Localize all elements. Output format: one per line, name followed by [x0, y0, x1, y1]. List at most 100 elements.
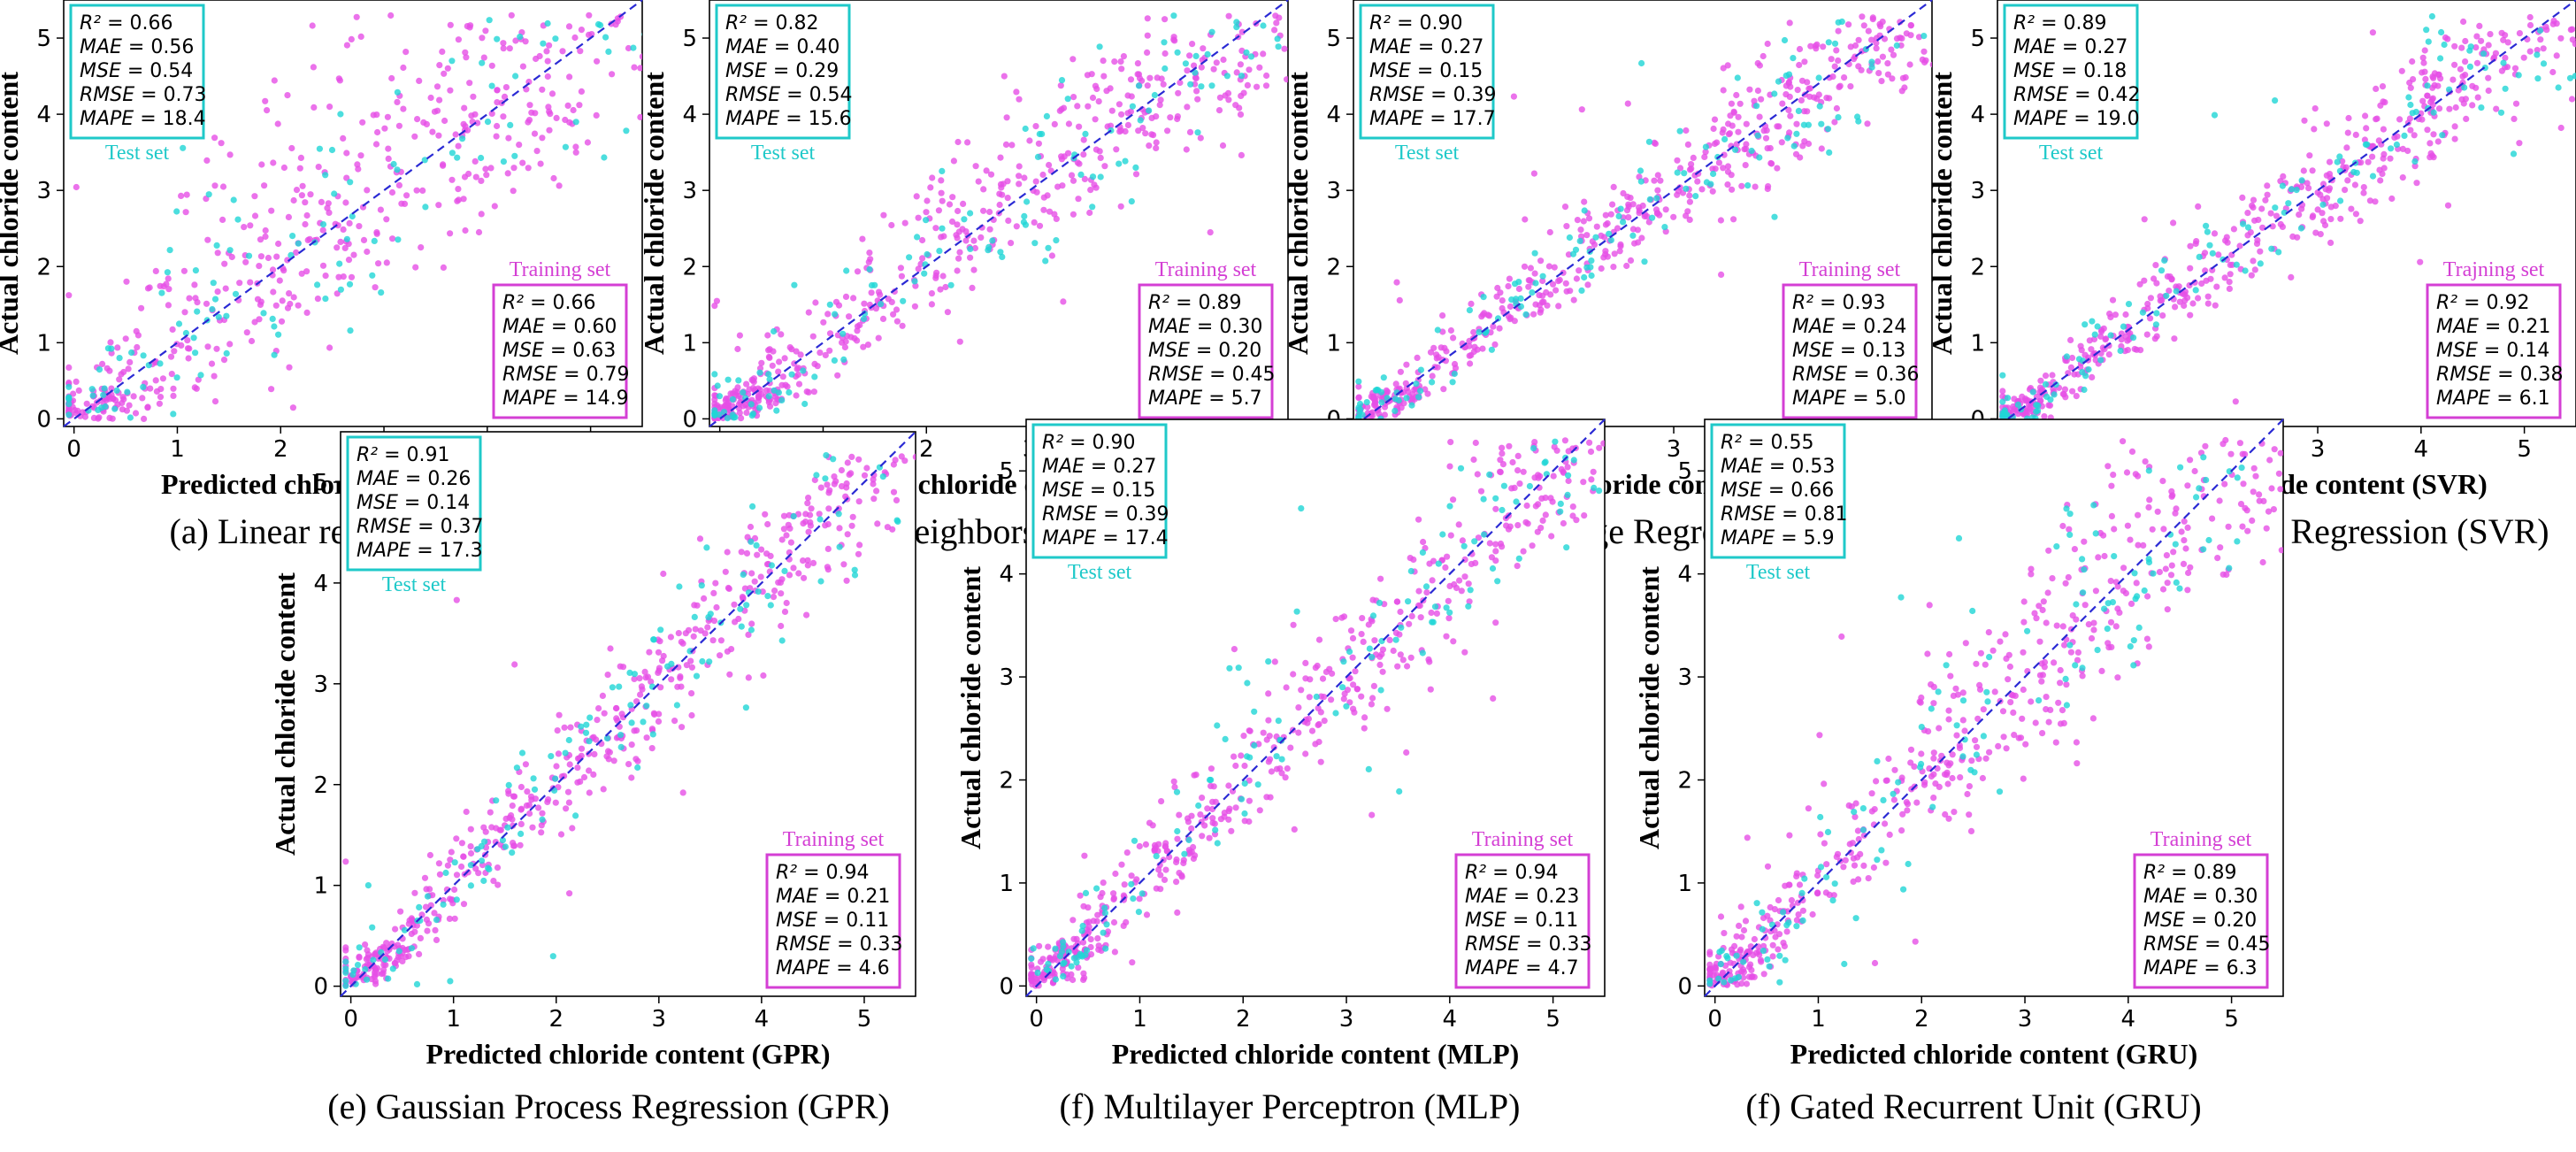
- training-point: [2073, 739, 2080, 746]
- training-point: [1340, 613, 1348, 620]
- training-point: [840, 561, 847, 568]
- test-point: [1855, 118, 1862, 125]
- test-point: [1900, 886, 1907, 893]
- training-point: [1775, 946, 1782, 953]
- training-point: [2351, 181, 2358, 188]
- training-point: [165, 302, 172, 309]
- training-point: [1560, 519, 1567, 527]
- training-point: [879, 315, 887, 322]
- training-point: [2065, 573, 2072, 581]
- metric-value: 0.26: [427, 468, 471, 490]
- training-point: [1588, 476, 1595, 483]
- training-point: [1506, 523, 1514, 530]
- training-point: [1629, 226, 1637, 233]
- reference-line: [1997, 0, 2576, 427]
- test-point: [939, 225, 946, 232]
- test-point: [1407, 567, 1414, 575]
- training-point: [1468, 300, 1475, 307]
- training-point: [286, 364, 293, 371]
- training-point: [461, 173, 469, 180]
- training-point: [356, 954, 363, 961]
- training-point: [795, 365, 802, 372]
- training-point: [296, 165, 303, 172]
- training-point: [147, 385, 154, 392]
- test-point: [1852, 915, 1859, 922]
- training-point: [1820, 43, 1827, 50]
- training-point: [2108, 482, 2115, 489]
- test-point: [605, 48, 612, 56]
- test-point: [840, 330, 847, 337]
- training-point: [650, 710, 658, 717]
- test-point: [716, 393, 724, 400]
- training-point: [1769, 953, 1776, 960]
- training-point: [1607, 211, 1614, 218]
- training-point: [1173, 858, 1180, 866]
- training-point: [278, 318, 286, 325]
- test-point: [562, 143, 570, 150]
- training-point: [1764, 40, 1771, 48]
- training-point: [810, 388, 818, 396]
- training-point: [1737, 903, 1744, 910]
- test-point: [2200, 546, 2207, 553]
- training-point: [270, 159, 277, 166]
- test-point: [1206, 776, 1214, 784]
- training-point: [318, 198, 325, 205]
- training-point: [824, 564, 832, 571]
- test-point: [1466, 307, 1473, 314]
- training-point: [2396, 116, 2404, 123]
- training-point: [1153, 144, 1160, 151]
- training-point: [1116, 128, 1123, 135]
- test-point: [900, 297, 907, 304]
- training-point: [2469, 102, 2476, 109]
- metric-equals: =: [557, 364, 586, 386]
- training-point: [436, 96, 443, 104]
- training-point: [1087, 951, 1095, 958]
- training-point: [613, 704, 620, 712]
- y-tick-label: 0: [36, 406, 51, 433]
- scatter-points: [1999, 12, 2576, 422]
- test-mse-row: MSE = 0.29: [725, 60, 839, 82]
- test-point: [1135, 82, 1143, 89]
- test-point: [663, 12, 669, 19]
- training-point: [1600, 440, 1605, 447]
- training-point: [546, 42, 553, 49]
- test-point: [586, 738, 593, 745]
- training-point: [1225, 96, 1232, 104]
- training-point: [453, 872, 461, 879]
- training-point: [765, 353, 773, 360]
- training-point: [1804, 79, 1811, 86]
- training-point: [2176, 298, 2183, 305]
- training-point: [734, 345, 741, 353]
- training-point: [639, 53, 642, 60]
- training-point: [90, 414, 97, 421]
- test-point: [1208, 82, 1215, 89]
- training-point: [2074, 760, 2081, 767]
- training-point: [2419, 69, 2426, 76]
- training-point: [861, 300, 868, 307]
- metric-value: 5.0: [1875, 388, 1906, 410]
- training-point: [675, 630, 682, 637]
- test-mape-row: MAPE = 15.6: [725, 108, 852, 130]
- training-point: [803, 611, 810, 618]
- training-point: [1423, 589, 1430, 596]
- training-point: [1917, 699, 1924, 706]
- test-set-label: Test set: [751, 142, 816, 165]
- training-point: [770, 594, 778, 601]
- test-point: [2238, 465, 2245, 472]
- metric-equals: =: [1169, 292, 1198, 314]
- test-point: [2196, 485, 2203, 492]
- training-point: [2020, 686, 2027, 694]
- training-point: [795, 380, 803, 388]
- training-point: [385, 155, 392, 162]
- training-point: [2071, 546, 2078, 553]
- training-point: [1021, 174, 1028, 181]
- training-point: [372, 980, 380, 987]
- training-point: [1403, 749, 1410, 756]
- test-point: [1943, 662, 1950, 669]
- training-point: [2426, 140, 2434, 147]
- metric-equals: =: [818, 886, 847, 908]
- training-point: [2230, 226, 2237, 233]
- test-point: [923, 217, 930, 224]
- metric-value: 0.23: [1536, 886, 1579, 908]
